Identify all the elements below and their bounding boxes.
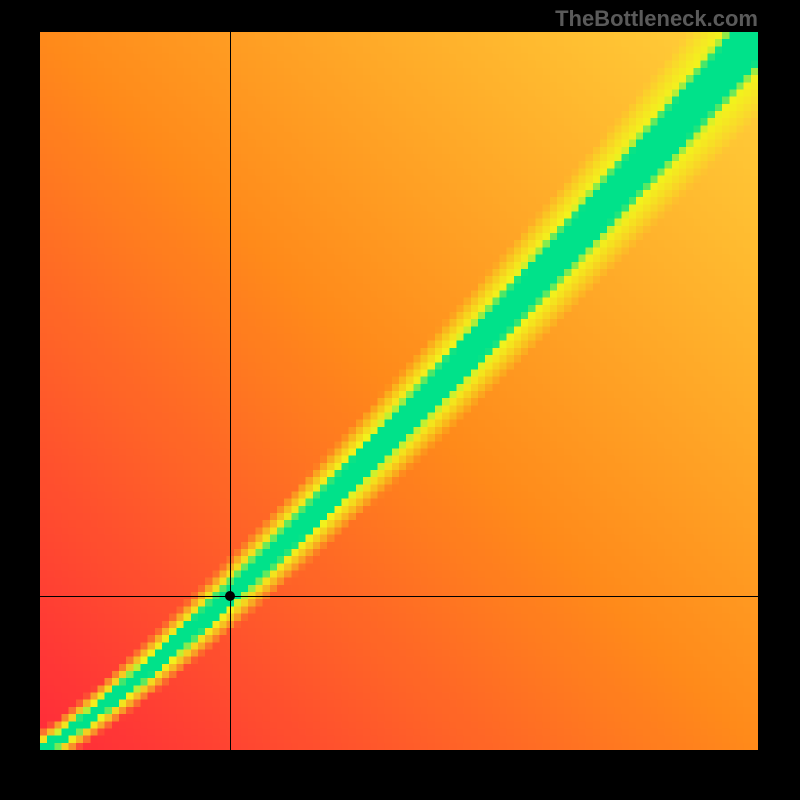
watermark-text: TheBottleneck.com	[555, 6, 758, 32]
heatmap-canvas	[40, 32, 758, 750]
heatmap-chart	[40, 32, 758, 750]
crosshair-marker	[225, 591, 235, 601]
crosshair-vertical	[230, 32, 231, 750]
crosshair-horizontal	[40, 596, 758, 597]
